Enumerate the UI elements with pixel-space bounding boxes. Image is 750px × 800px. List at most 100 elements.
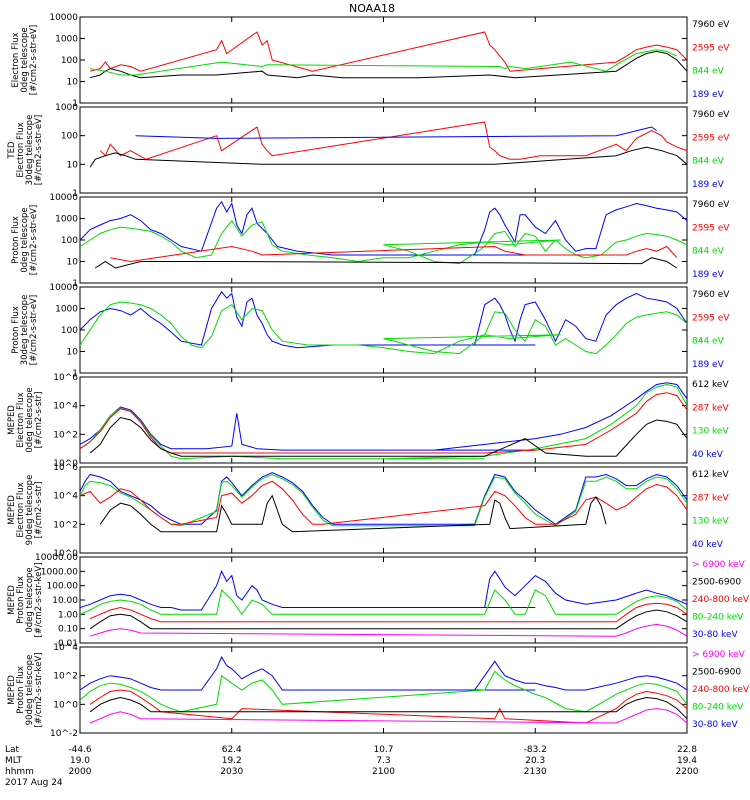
series-line xyxy=(89,696,687,720)
lat-tick-label: 22.8 xyxy=(677,745,697,755)
series-line xyxy=(80,392,687,454)
y-tick-label: 10^0 xyxy=(53,700,78,710)
series-line xyxy=(80,219,687,265)
series-line xyxy=(80,670,687,713)
channel-label: 612 keV xyxy=(692,380,729,390)
series-line xyxy=(89,609,687,630)
y-tick-label: 100 xyxy=(61,326,78,336)
channel-label: 130 keV xyxy=(692,517,729,527)
y-tick-label: 10^4 xyxy=(53,643,78,653)
channel-label: 240-800 keV xyxy=(692,595,750,605)
channel-label: 7960 eV xyxy=(692,200,730,210)
y-axis-label-line: Electron Flux xyxy=(16,122,26,177)
y-tick-label: 10 xyxy=(67,78,79,88)
series-group xyxy=(89,31,687,79)
hhmm-tick-label: 2200 xyxy=(676,767,699,777)
y-tick-label: 0.01 xyxy=(58,639,78,649)
panel-2: 1 10 100 1000 TED Electron Flux 30deg telescop… xyxy=(7,103,730,199)
date-label: 2017 Aug 24 xyxy=(5,778,63,788)
panel-7: 0.01 0.10 1.00 10.00 100.00 1000.00 10000.00 ME… xyxy=(7,553,750,649)
channel-label: 844 eV xyxy=(692,247,725,257)
series-line xyxy=(110,245,678,263)
y-tick-label: 1 xyxy=(72,99,78,109)
channel-label: 287 keV xyxy=(692,403,729,413)
channel-label: 287 keV xyxy=(692,493,729,503)
y-tick-label: 10 xyxy=(67,258,79,268)
y-tick-label: 10000 xyxy=(49,193,78,203)
y-axis-label-line: MEPED xyxy=(7,585,17,615)
channel-label: > 6900 keV xyxy=(692,560,746,570)
panel-6: 10^0 10^2 10^4 10^6 MEPED Electron Flux 90deg … xyxy=(7,463,729,559)
y-axis-label-line: [#/cm2-s-str] xyxy=(34,482,44,539)
series-line xyxy=(135,126,657,139)
y-tick-label: 1 xyxy=(72,369,78,379)
channel-label: 7960 eV xyxy=(692,20,730,30)
channel-label: > 6900 keV xyxy=(692,650,746,660)
channel-label: 40 keV xyxy=(692,450,724,460)
figure-title: NOAA18 xyxy=(349,2,395,15)
y-tick-label: 1 xyxy=(72,189,78,199)
channel-label: 2595 eV xyxy=(692,223,730,233)
mlt-tick-label: 19.0 xyxy=(70,756,90,766)
series-line xyxy=(80,382,687,451)
y-axis-label-line: MEPED xyxy=(7,495,17,525)
y-axis-label-line: [#/cm2-s-str-eV] xyxy=(29,25,39,95)
series-line xyxy=(89,50,687,79)
series-line xyxy=(80,480,687,525)
y-axis-label-line: 90deg telescope xyxy=(25,475,35,546)
y-axis-label-line: [#/cm2-s-str-keV] xyxy=(34,563,44,638)
y-tick-label: 10000.00 xyxy=(35,553,78,563)
y-axis-label-line: 30deg telescope xyxy=(25,115,35,186)
series-line xyxy=(89,416,687,457)
y-tick-label: 10^0 xyxy=(53,459,78,469)
series-group xyxy=(80,472,687,533)
channel-label: 844 eV xyxy=(692,67,725,77)
mlt-tick-label: 19.4 xyxy=(677,756,697,766)
series-line xyxy=(80,589,687,616)
series-line xyxy=(80,473,687,527)
series-line xyxy=(90,49,678,76)
series-group xyxy=(80,290,687,355)
y-tick-label: 1.00 xyxy=(58,610,78,620)
series-line xyxy=(89,31,687,72)
y-tick-label: 100.00 xyxy=(47,582,79,592)
panel-frame xyxy=(79,466,688,554)
channel-label: 30-80 keV xyxy=(692,720,738,730)
series-line xyxy=(89,708,687,724)
y-tick-label: 0.10 xyxy=(58,625,78,635)
y-tick-label: 10000 xyxy=(49,13,78,23)
y-tick-label: 1000 xyxy=(55,305,78,315)
y-tick-label: 10^2 xyxy=(53,520,78,530)
channel-label: 2595 eV xyxy=(692,133,730,143)
panel-3: 1 10 100 1000 10000 Proton Flux 0deg telescope… xyxy=(11,193,730,289)
row-label-hhmm: hhmm xyxy=(5,767,34,777)
y-axis-label-line: [#/cm2-s-str-eV] xyxy=(34,115,44,185)
mlt-tick-label: 7.3 xyxy=(376,756,390,766)
channel-label: 240-800 keV xyxy=(692,685,750,695)
hhmm-tick-label: 2030 xyxy=(220,767,243,777)
y-axis-label-line: MEPED xyxy=(7,405,17,435)
series-line xyxy=(80,301,687,355)
y-tick-label: 1000 xyxy=(55,35,78,45)
series-group xyxy=(80,382,687,460)
series-line xyxy=(80,472,687,525)
y-axis-label-line: [#/cm2-s-str-keV] xyxy=(34,653,44,728)
series-line xyxy=(80,570,687,611)
lat-tick-label: -44.6 xyxy=(68,745,92,755)
panel-frame xyxy=(79,556,688,644)
hhmm-tick-label: 2130 xyxy=(524,767,547,777)
series-line xyxy=(89,689,687,724)
y-axis-label-line: Proton Flux xyxy=(16,576,26,624)
y-tick-label: 1 xyxy=(72,279,78,289)
channel-label: 2595 eV xyxy=(692,43,730,53)
series-line xyxy=(80,655,687,691)
panel-5: 10^0 10^2 10^4 10^6 MEPED Electron Flux 0deg t… xyxy=(7,373,729,469)
channel-label: 7960 eV xyxy=(692,110,730,120)
series-line xyxy=(89,602,687,623)
y-axis-label-line: 30deg telescope xyxy=(20,295,30,366)
y-tick-label: 10^4 xyxy=(53,492,78,502)
channel-label: 80-240 keV xyxy=(692,613,744,623)
channel-label: 80-240 keV xyxy=(692,703,744,713)
hhmm-tick-label: 2100 xyxy=(372,767,395,777)
